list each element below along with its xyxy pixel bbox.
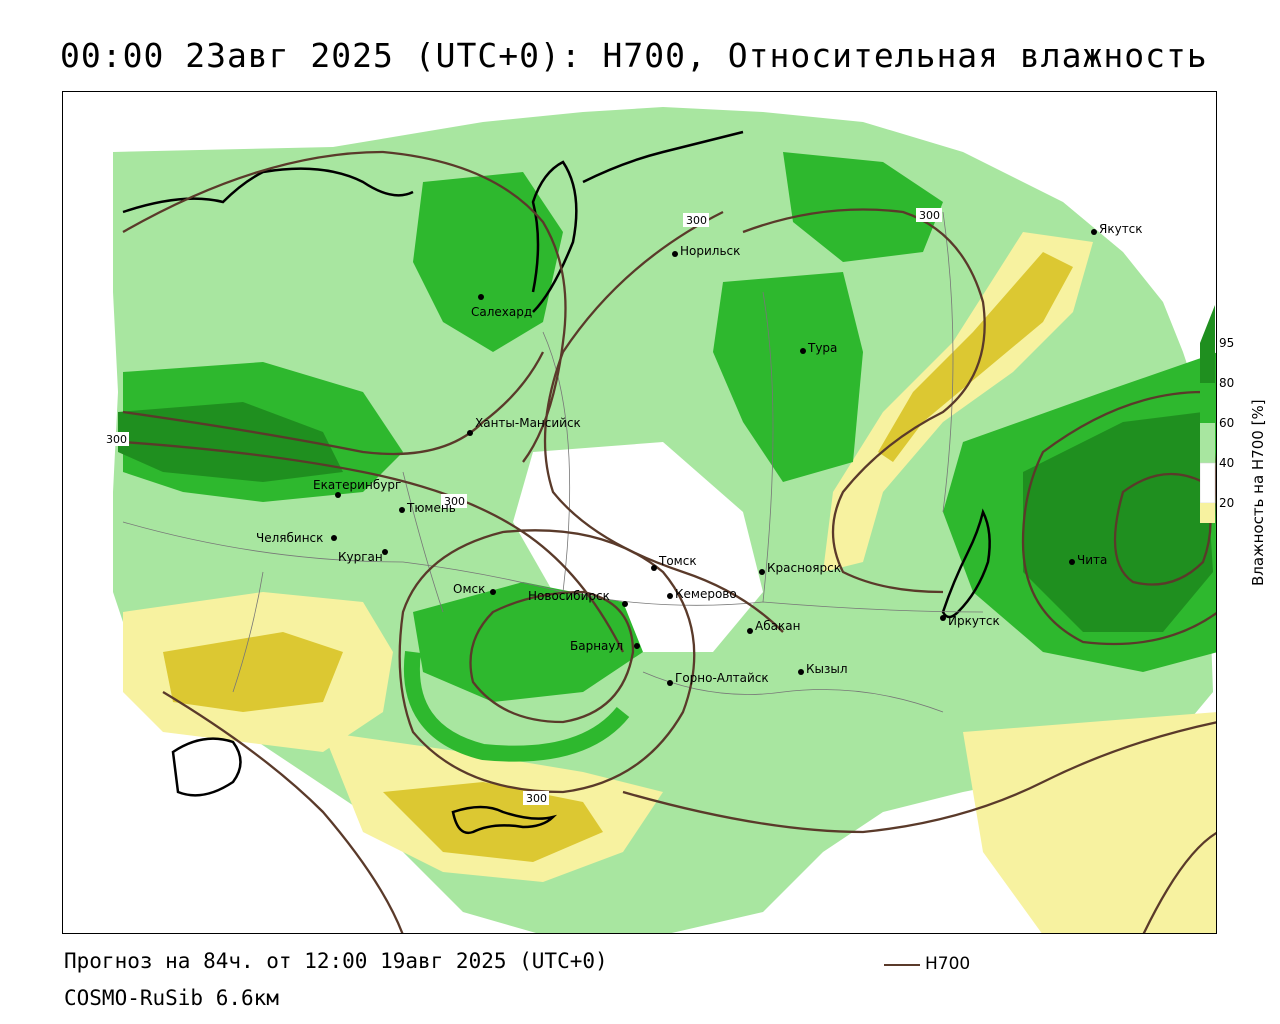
city-label: Якутск (1099, 222, 1143, 236)
colorbar-band-20 (1200, 503, 1215, 523)
colorbar: 95 80 60 40 20 (1199, 305, 1260, 529)
colorbar-title: Влажность на H700 [%] (1249, 399, 1267, 586)
city-dot (759, 569, 765, 575)
humidity-field (113, 107, 1216, 933)
humid-area-dry-band-core (878, 252, 1073, 462)
city-label: Тюмень (406, 501, 456, 515)
city-dot (622, 601, 628, 607)
humid-area-east-core (1023, 412, 1213, 632)
caspian-shore (171, 737, 242, 797)
colorbar-band-40 (1199, 462, 1216, 504)
isoline-southeast (622, 721, 1216, 834)
isoline-label: 300 (686, 214, 707, 227)
coastline-yamal (531, 160, 578, 313)
city-label: Тура (807, 341, 837, 355)
city-label: Томск (658, 554, 697, 568)
colorbar-band-80 (1200, 383, 1215, 423)
colorbar-tick: 20 (1219, 496, 1234, 510)
colorbar-band-60 (1200, 423, 1215, 463)
isoline-east-ring (1021, 390, 1216, 646)
map-title: 00:00 23авг 2025 (UTC+0): H700, Относите… (60, 36, 1208, 75)
humid-area-north (413, 172, 563, 352)
isoline-label: 300 (919, 209, 940, 222)
isoline-label: 300 (444, 495, 465, 508)
lake-balkhash (451, 805, 558, 835)
model-text: COSMO-RuSib 6.6км (64, 986, 279, 1010)
coastline-taimyr (582, 130, 744, 184)
city-dot (478, 294, 484, 300)
isoline-south (162, 691, 404, 933)
city-label: Абакан (755, 619, 800, 633)
city-label: Норильск (680, 244, 740, 258)
isoline-north (122, 150, 567, 463)
humidity-map: 300 300 300 300 300 Норильск Якутск Сале… (62, 91, 1217, 934)
city-label: Горно-Алтайск (675, 671, 769, 685)
lake-baikal (941, 508, 991, 619)
humid-area-northeast (783, 152, 943, 262)
forecast-text: Прогноз на 84ч. от 12:00 19авг 2025 (UTC… (64, 949, 608, 973)
city-label: Курган (338, 550, 383, 564)
city-label: Иркутск (948, 614, 1000, 628)
isoline-west-ridge (122, 351, 545, 456)
humid-area-ring (403, 651, 630, 762)
isoline-300-west (122, 440, 625, 653)
city-label: Красноярск (767, 561, 841, 575)
city-label: Ханты-Мансийск (475, 416, 581, 430)
colorbar-tick: 40 (1219, 456, 1234, 470)
city-dot (1069, 559, 1075, 565)
isoline-label: 300 (106, 433, 127, 446)
legend-label: H700 (925, 954, 971, 974)
city-dot (335, 492, 341, 498)
isoline-tura (742, 208, 986, 594)
city-label: Кемерово (675, 587, 737, 601)
humid-area-west-core (118, 402, 343, 482)
admin-borders (122, 211, 984, 713)
city-dot (399, 507, 405, 513)
city-dot (667, 680, 673, 686)
city-label: Омск (453, 582, 485, 596)
isoline-labels: 300 300 300 300 300 (103, 208, 942, 805)
city-label: Чита (1077, 553, 1107, 567)
isoline-main (543, 210, 784, 633)
cities: Норильск Якутск Салехард Тура Ханты-Манс… (256, 222, 1143, 686)
city-dot (940, 615, 946, 621)
legend-line-swatch (884, 964, 920, 966)
city-dot (634, 643, 640, 649)
map-canvas: 300 300 300 300 300 Норильск Якутск Сале… (103, 107, 1216, 933)
isoline-ring-novosibirsk (469, 590, 635, 724)
city-dot (651, 565, 657, 571)
city-dot (747, 628, 753, 634)
city-dot (1091, 229, 1097, 235)
city-dot (798, 669, 804, 675)
city-label: Кызыл (806, 662, 848, 676)
isoline-label: 300 (526, 792, 547, 805)
colorbar-tick: 80 (1219, 376, 1234, 390)
isoline-southeast-2 (1142, 831, 1216, 933)
humid-area-dry-southeast (963, 712, 1216, 933)
colorbar-tick: 95 (1219, 336, 1234, 350)
isoline-chita-ring (1113, 472, 1212, 586)
city-dot (467, 430, 473, 436)
city-dot (331, 535, 337, 541)
colorbar-arrow-top (1200, 305, 1215, 343)
city-dot (382, 549, 388, 555)
city-dot (490, 589, 496, 595)
city-dot (667, 593, 673, 599)
city-dot (672, 251, 678, 257)
city-label: Новосибирск (528, 589, 610, 603)
humid-area-dry-west-core (163, 632, 343, 712)
city-dot (800, 348, 806, 354)
city-label: Барнаул (570, 639, 623, 653)
h700-isolines (122, 150, 1216, 933)
city-label: Челябинск (256, 531, 323, 545)
city-label: Екатеринбург (313, 478, 401, 492)
humid-area-tura (713, 272, 863, 482)
colorbar-tick: 60 (1219, 416, 1234, 430)
colorbar-band-95 (1200, 343, 1215, 383)
city-label: Салехард (471, 305, 532, 319)
isoline-outer-ring (398, 529, 696, 794)
